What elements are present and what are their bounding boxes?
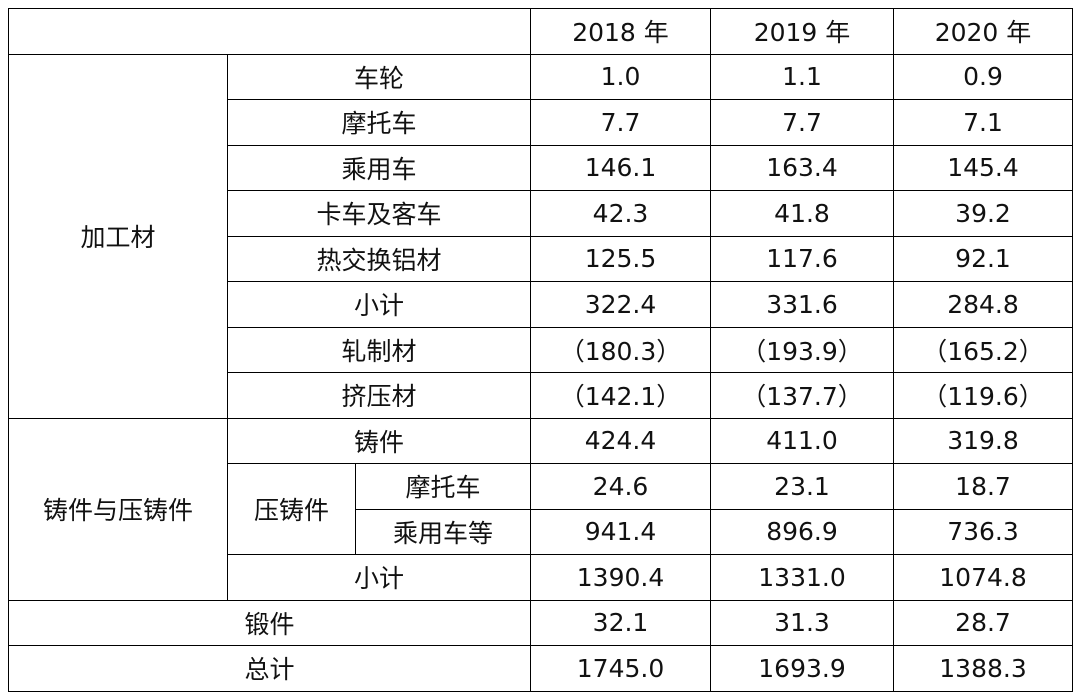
- row-label: 轧制材: [226, 326, 532, 373]
- value-cell: 28.7: [893, 599, 1074, 646]
- column-header: 2018 年: [530, 8, 712, 55]
- row-label: 乘用车等: [354, 508, 532, 555]
- table-row: 加工材 车轮 1.0 1.1 0.9: [8, 53, 1074, 419]
- row-label: 车轮: [226, 53, 532, 100]
- value-cell: （119.6）: [893, 372, 1074, 419]
- value-cell: 284.8: [893, 281, 1074, 328]
- value-cell: 1745.0: [530, 645, 712, 692]
- row-label: 小计: [226, 281, 532, 328]
- value-cell: 1.0: [530, 53, 712, 100]
- table-row: 铸件与压铸件 铸件 424.4 411.0 319.8: [8, 417, 1074, 601]
- value-cell: 117.6: [710, 235, 895, 282]
- value-cell: 32.1: [530, 599, 712, 646]
- value-cell: 41.8: [710, 190, 895, 237]
- table-body: 2018 年 2019 年 2020 年加工材 车轮 1.0 1.1 0.9 摩托车 7.7 7.…: [7, 8, 1074, 692]
- section-label: 加工材: [8, 53, 228, 419]
- value-cell: 1390.4: [530, 554, 712, 601]
- value-cell: 7.7: [530, 99, 712, 146]
- row-label: 摩托车: [354, 463, 532, 510]
- value-cell: 31.3: [710, 599, 895, 646]
- value-cell: （165.2）: [893, 326, 1074, 373]
- value-cell: （137.7）: [710, 372, 895, 419]
- table-row: 乘用车 146.1 163.4 145.4: [9, 144, 1074, 191]
- table-row: 热交换铝材 125.5 117.6 92.1: [9, 235, 1074, 282]
- header-blank: [7, 8, 532, 55]
- value-cell: 1693.9: [710, 645, 895, 692]
- data-table: 2018 年 2019 年 2020 年加工材 车轮 1.0 1.1 0.9 摩托车 7.7 7.…: [7, 8, 1074, 692]
- value-cell: 896.9: [710, 508, 895, 555]
- value-cell: 1331.0: [710, 554, 895, 601]
- value-cell: 424.4: [530, 417, 712, 464]
- table-row: 挤压材 （142.1） （137.7） （119.6）: [9, 372, 1074, 419]
- total-label: 锻件: [7, 599, 532, 646]
- value-cell: 322.4: [530, 281, 712, 328]
- section-label: 铸件与压铸件: [8, 417, 228, 601]
- value-cell: 7.1: [893, 99, 1074, 146]
- value-cell: 125.5: [530, 235, 712, 282]
- value-cell: 1.1: [710, 53, 895, 100]
- table-row: 2018 年 2019 年 2020 年: [7, 8, 1074, 55]
- value-cell: 1388.3: [893, 645, 1074, 692]
- row-label: 乘用车: [226, 144, 532, 191]
- row-label: 卡车及客车: [226, 190, 532, 237]
- value-cell: 24.6: [530, 463, 712, 510]
- row-label: 摩托车: [226, 99, 532, 146]
- column-header: 2020 年: [893, 8, 1074, 55]
- column-header: 2019 年: [710, 8, 895, 55]
- value-cell: 7.7: [710, 99, 895, 146]
- table-row: 卡车及客车 42.3 41.8 39.2: [9, 190, 1074, 237]
- table-row: 小计 322.4 331.6 284.8: [9, 281, 1074, 328]
- value-cell: 18.7: [893, 463, 1074, 510]
- row-label: 热交换铝材: [226, 235, 532, 282]
- value-cell: 319.8: [893, 417, 1074, 464]
- value-cell: 23.1: [710, 463, 895, 510]
- table-row: 锻件 32.1 31.3 28.7: [7, 599, 1074, 646]
- row-label: 铸件: [226, 417, 532, 464]
- table-row: 乘用车等 941.4 896.9 736.3: [9, 508, 1074, 555]
- value-cell: 411.0: [710, 417, 895, 464]
- value-cell: 1074.8: [893, 554, 1074, 601]
- value-cell: 0.9: [893, 53, 1074, 100]
- total-label: 总计: [7, 645, 532, 692]
- value-cell: 941.4: [530, 508, 712, 555]
- table-row: 总计 1745.0 1693.9 1388.3: [7, 645, 1074, 692]
- value-cell: 145.4: [893, 144, 1074, 191]
- value-cell: （142.1）: [530, 372, 712, 419]
- value-cell: 331.6: [710, 281, 895, 328]
- value-cell: 736.3: [893, 508, 1074, 555]
- row-label: 小计: [226, 554, 532, 601]
- value-cell: 92.1: [893, 235, 1074, 282]
- value-cell: （193.9）: [710, 326, 895, 373]
- value-cell: 163.4: [710, 144, 895, 191]
- value-cell: （180.3）: [530, 326, 712, 373]
- value-cell: 146.1: [530, 144, 712, 191]
- table-row: 小计 1390.4 1331.0 1074.8: [9, 554, 1074, 601]
- row-label: 挤压材: [226, 372, 532, 419]
- group-label: 压铸件: [227, 463, 356, 555]
- value-cell: 39.2: [893, 190, 1074, 237]
- value-cell: 42.3: [530, 190, 712, 237]
- table-row: 轧制材 （180.3） （193.9） （165.2）: [9, 326, 1074, 373]
